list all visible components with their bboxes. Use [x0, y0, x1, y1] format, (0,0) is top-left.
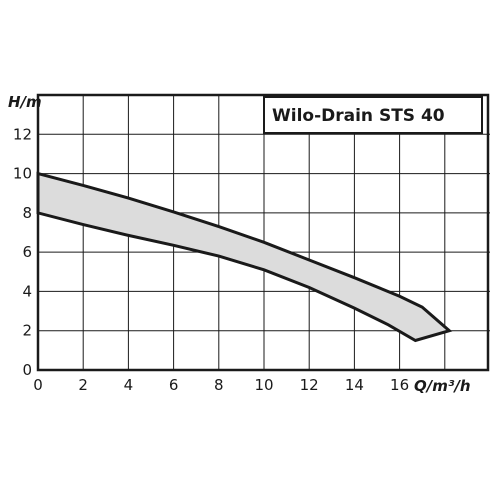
x-tick-label: 8	[214, 376, 224, 394]
operating-range-band	[36, 171, 453, 343]
tick-labels: 0 2 4 6 8 10 12 14 16 0 2 4 6 8 10 12	[13, 125, 409, 394]
chart-title: Wilo-Drain STS 40	[272, 106, 445, 126]
y-tick-label: 2	[22, 322, 32, 340]
x-axis-label: Q/m³/h	[414, 377, 471, 395]
x-axis-unit: /m³/h	[425, 377, 471, 395]
chart-title-box: Wilo-Drain STS 40	[263, 96, 483, 134]
y-tick-label: 10	[13, 165, 32, 183]
x-tick-label: 12	[300, 376, 319, 394]
x-axis-symbol: Q	[414, 377, 427, 395]
x-tick-label: 14	[345, 376, 364, 394]
y-tick-label: 0	[22, 361, 32, 379]
y-tick-label: 4	[22, 282, 32, 300]
y-tick-label: 12	[13, 125, 32, 143]
plot-frame	[36, 93, 490, 372]
x-tick-label: 2	[78, 376, 88, 394]
y-tick-label: 8	[22, 204, 32, 222]
y-axis-label: H/m	[8, 93, 42, 111]
x-tick-label: 16	[390, 376, 409, 394]
x-tick-label: 10	[254, 376, 273, 394]
y-axis-unit: /m	[19, 93, 42, 111]
x-tick-label: 6	[169, 376, 179, 394]
y-tick-label: 6	[22, 243, 32, 261]
y-axis-symbol: H	[8, 93, 21, 111]
x-tick-label: 4	[124, 376, 134, 394]
x-tick-label: 0	[33, 376, 43, 394]
